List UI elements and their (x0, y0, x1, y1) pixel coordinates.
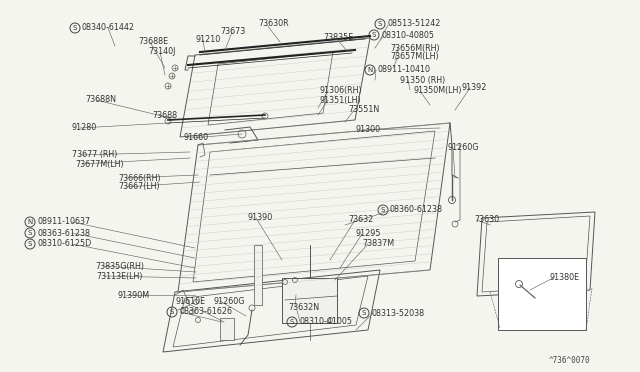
Text: 08363-61238: 08363-61238 (37, 228, 90, 237)
Text: ^736^0070: ^736^0070 (548, 356, 590, 365)
Text: 08363-61626: 08363-61626 (179, 308, 232, 317)
Text: 73667(LH): 73667(LH) (118, 183, 159, 192)
Text: 91306(RH): 91306(RH) (320, 87, 363, 96)
Text: 73630: 73630 (474, 215, 499, 224)
Text: 73673: 73673 (220, 28, 245, 36)
Text: 91350M(LH): 91350M(LH) (413, 87, 461, 96)
Text: 73632N: 73632N (288, 302, 319, 311)
Text: 91300: 91300 (356, 125, 381, 135)
Text: 91660: 91660 (183, 134, 208, 142)
Text: 91610E: 91610E (175, 296, 205, 305)
Text: S: S (378, 21, 382, 27)
Text: 73835E: 73835E (323, 33, 353, 42)
Text: 91392: 91392 (462, 83, 488, 93)
Text: N: N (367, 67, 372, 73)
Text: 73632: 73632 (348, 215, 373, 224)
Text: 91295: 91295 (355, 230, 381, 238)
Text: 08313-52038: 08313-52038 (371, 308, 424, 317)
Text: S: S (170, 309, 174, 315)
Text: 91351(LH): 91351(LH) (320, 96, 362, 105)
Text: 73551N: 73551N (348, 105, 380, 113)
FancyBboxPatch shape (254, 245, 262, 305)
FancyBboxPatch shape (220, 318, 234, 340)
Text: S: S (381, 207, 385, 213)
Text: 73657M(LH): 73657M(LH) (390, 52, 438, 61)
Text: 73656M(RH): 73656M(RH) (390, 44, 440, 52)
Text: 91280: 91280 (72, 124, 97, 132)
Text: 73688N: 73688N (85, 96, 116, 105)
Text: S: S (28, 230, 32, 236)
Text: N: N (28, 219, 33, 225)
Text: 08911-10637: 08911-10637 (37, 218, 90, 227)
FancyBboxPatch shape (498, 258, 586, 330)
Text: 08513-51242: 08513-51242 (387, 19, 440, 29)
Text: 73677 (RH): 73677 (RH) (72, 151, 117, 160)
Text: S: S (290, 319, 294, 325)
Text: 08911-10410: 08911-10410 (377, 65, 430, 74)
Text: 73837M: 73837M (362, 240, 394, 248)
Text: 73677M(LH): 73677M(LH) (75, 160, 124, 169)
Text: 91350 (RH): 91350 (RH) (400, 76, 445, 84)
Text: 73688E: 73688E (138, 38, 168, 46)
FancyBboxPatch shape (282, 278, 337, 323)
Text: 08310-6125D: 08310-6125D (37, 240, 92, 248)
Text: 73113E(LH): 73113E(LH) (96, 272, 143, 280)
Text: S: S (362, 310, 366, 316)
Text: 73140J: 73140J (148, 48, 175, 57)
Text: 91380E: 91380E (550, 273, 580, 282)
Text: 91390: 91390 (248, 214, 273, 222)
Text: 08310-41005: 08310-41005 (299, 317, 352, 327)
Text: S: S (28, 241, 32, 247)
Text: S: S (372, 32, 376, 38)
Text: 73630R: 73630R (258, 19, 289, 29)
Text: 91390M: 91390M (118, 291, 150, 299)
Text: 91260G: 91260G (213, 296, 244, 305)
Text: 08340-61442: 08340-61442 (82, 23, 135, 32)
Text: 08360-61238: 08360-61238 (390, 205, 443, 215)
Text: 73666(RH): 73666(RH) (118, 173, 161, 183)
Text: 91210: 91210 (195, 35, 220, 45)
Text: 08310-40805: 08310-40805 (381, 31, 434, 39)
Text: 73688: 73688 (152, 112, 177, 121)
Text: S: S (73, 25, 77, 31)
Text: 73835G(RH): 73835G(RH) (95, 262, 144, 270)
Text: 91260G: 91260G (447, 144, 479, 153)
